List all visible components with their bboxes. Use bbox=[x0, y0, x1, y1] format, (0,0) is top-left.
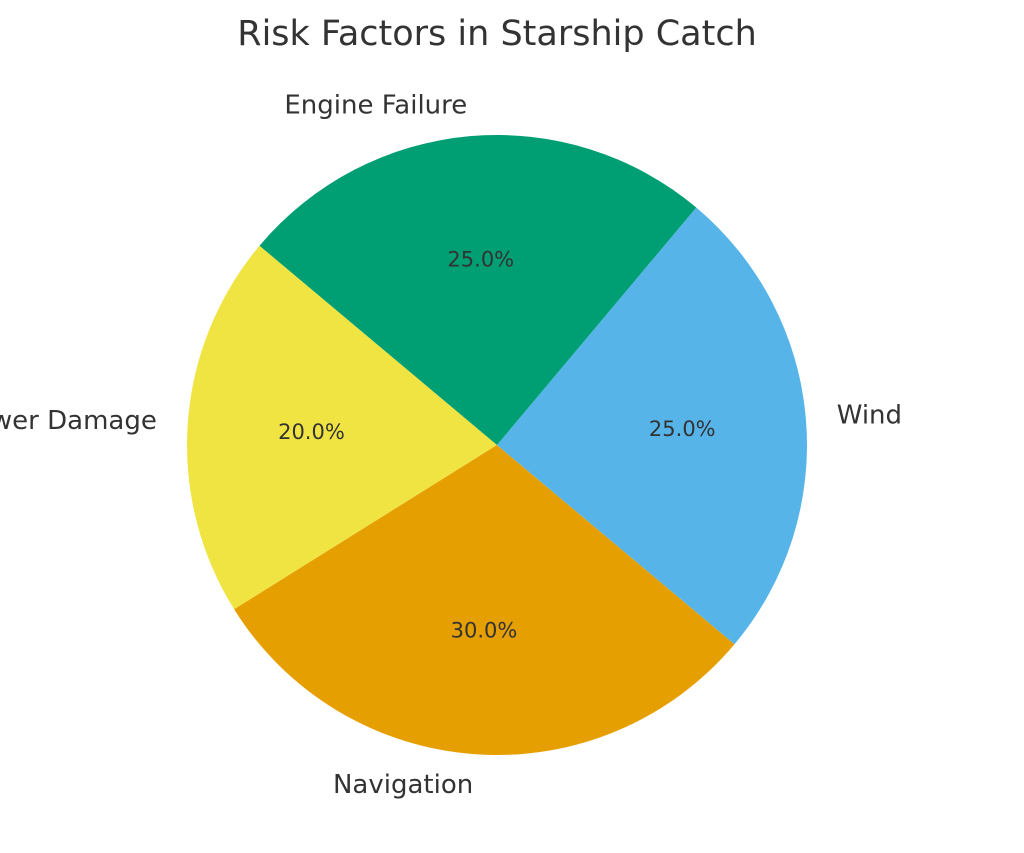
slice-label-tower-damage: Tower Damage bbox=[0, 406, 157, 436]
pct-label-navigation: 30.0% bbox=[451, 619, 518, 643]
slice-label-wind: Wind bbox=[837, 400, 902, 430]
pct-label-engine-failure: 25.0% bbox=[447, 248, 514, 272]
slice-label-engine-failure: Engine Failure bbox=[284, 90, 467, 120]
pie-slice-wind bbox=[497, 207, 807, 645]
pie-slice-navigation bbox=[234, 445, 735, 755]
pie-slice-tower-damage bbox=[186, 245, 497, 610]
pct-label-wind: 25.0% bbox=[649, 417, 716, 441]
pie-slice-engine-failure bbox=[259, 135, 697, 445]
percentage-labels: 20.0% 30.0% 25.0% 25.0% bbox=[278, 248, 716, 643]
slices-layer bbox=[186, 135, 807, 755]
slice-label-navigation: Navigation bbox=[333, 770, 473, 800]
category-labels: Tower Damage Navigation Wind Engine Failure bbox=[0, 90, 902, 800]
pct-label-tower-damage: 20.0% bbox=[278, 420, 345, 444]
chart-title: Risk Factors in Starship Catch bbox=[237, 14, 757, 54]
